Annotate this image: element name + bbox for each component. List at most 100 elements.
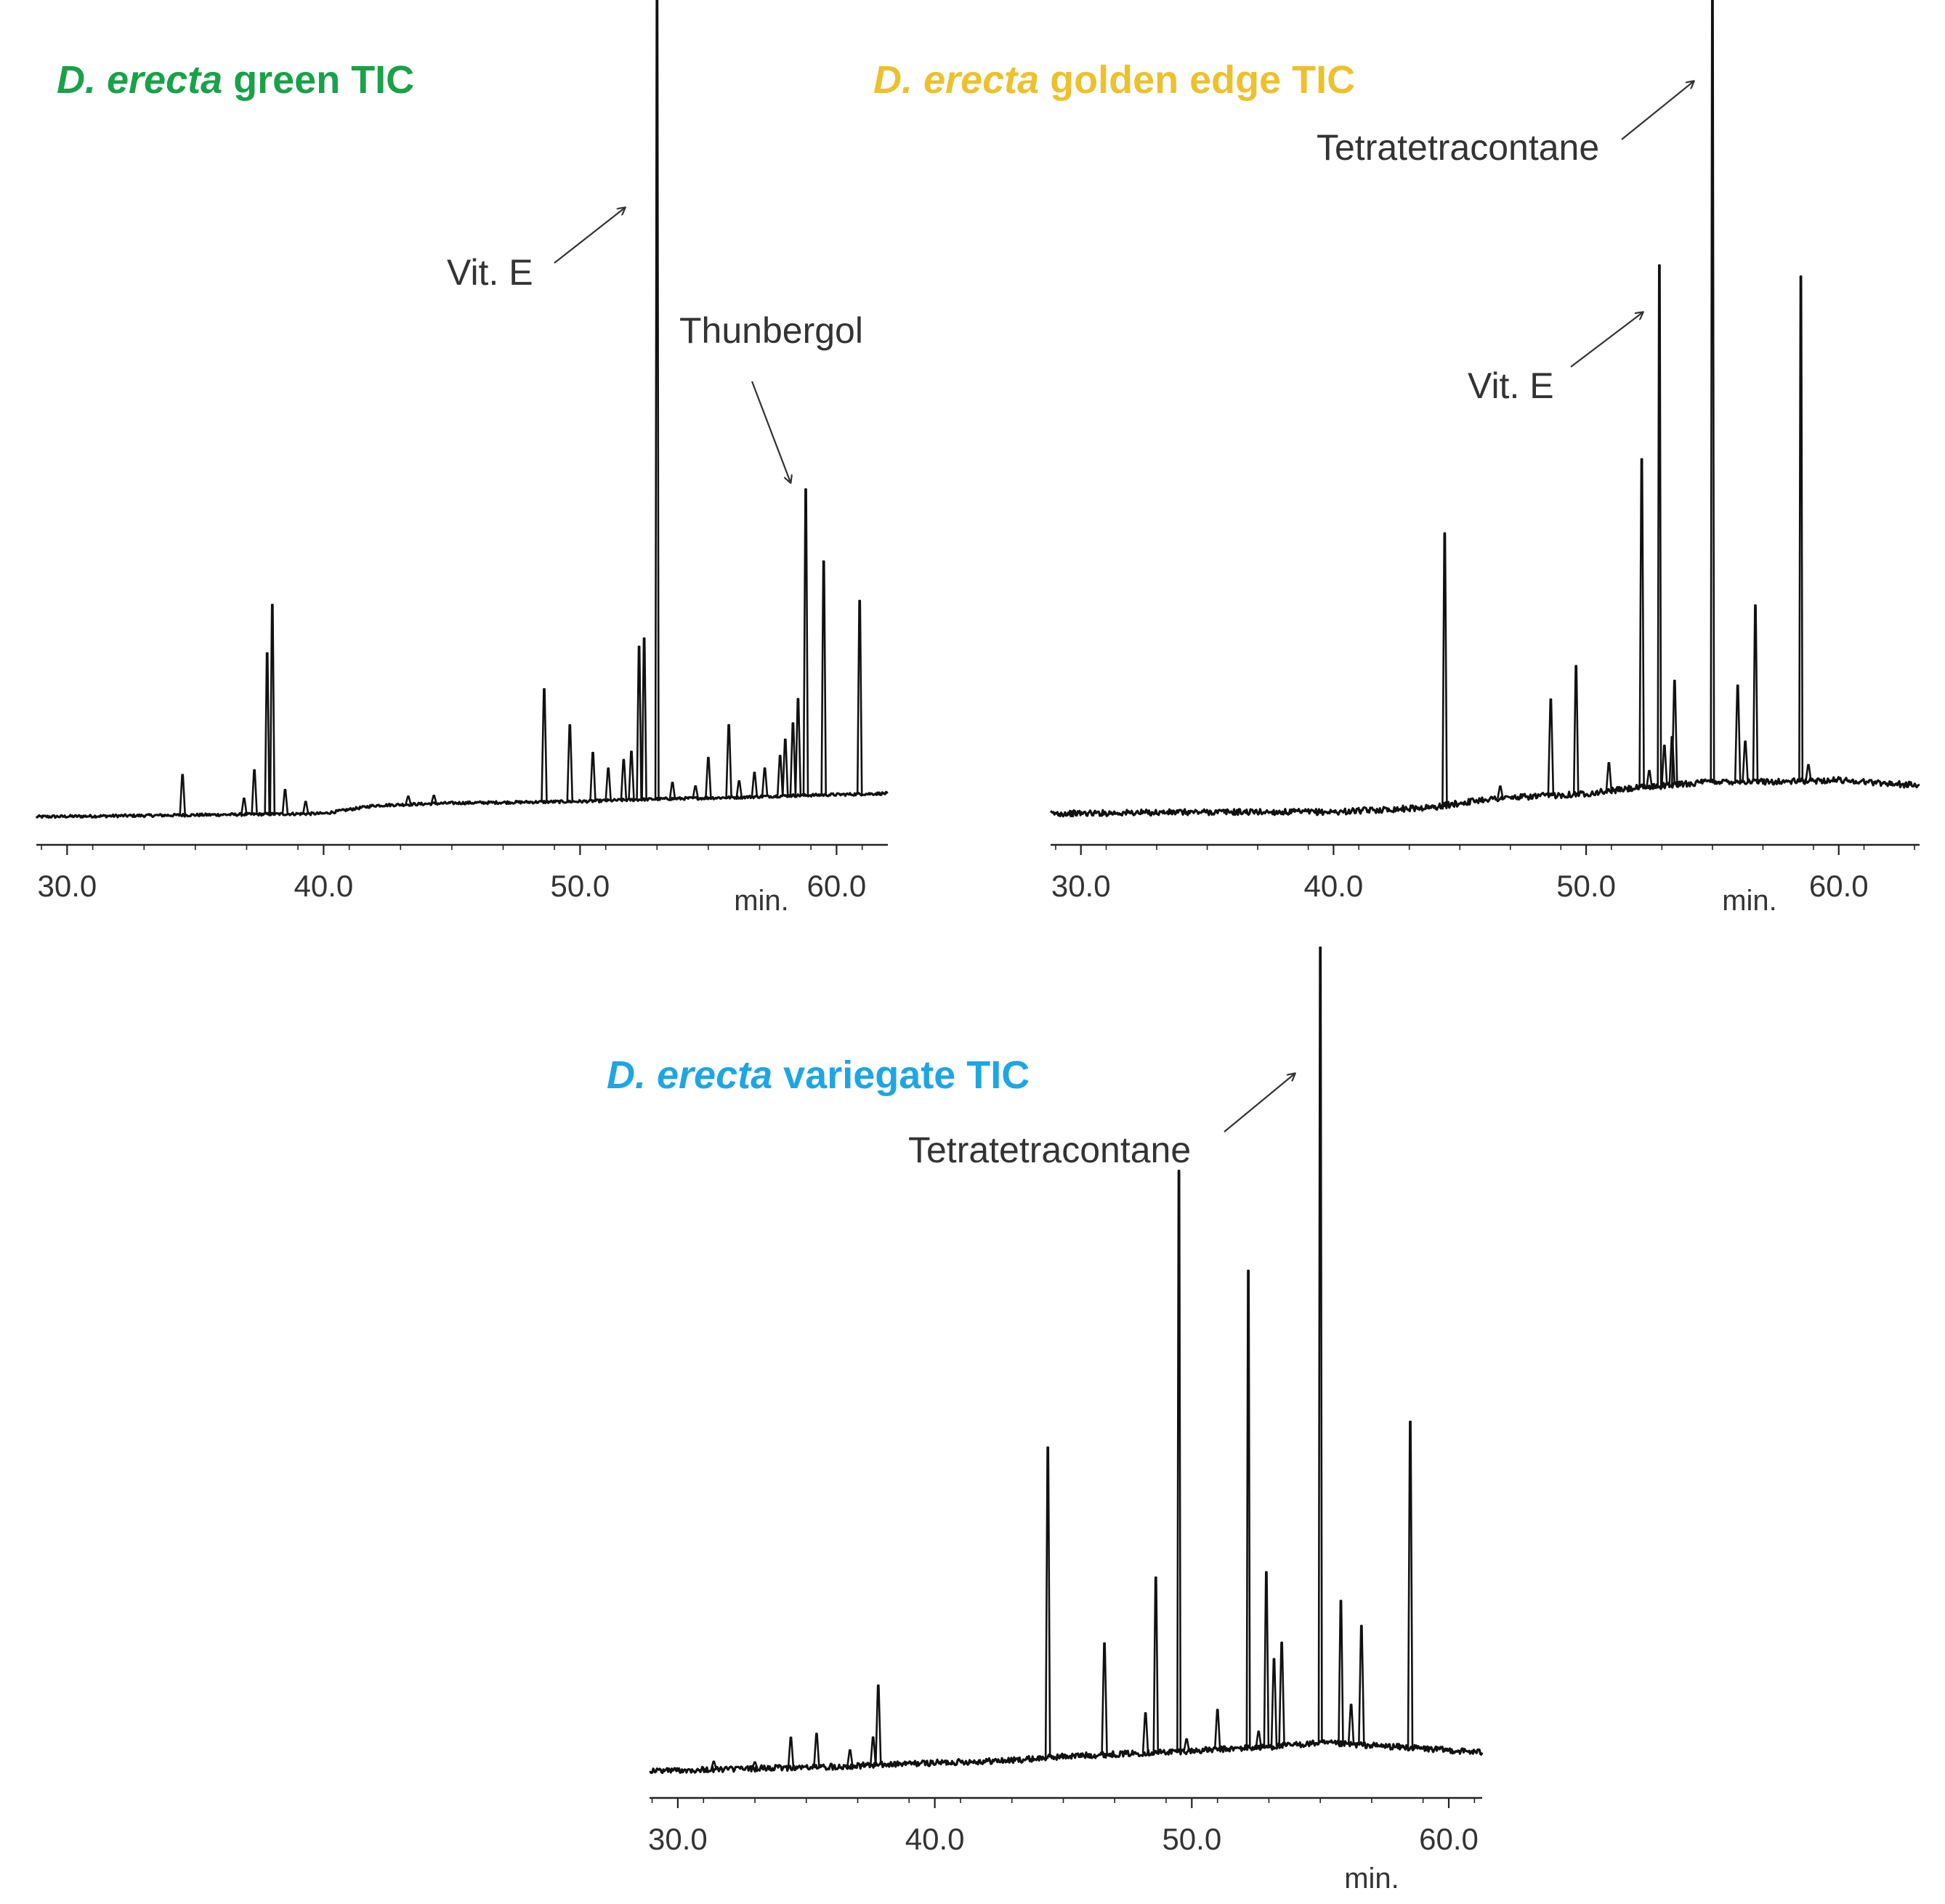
peak-mark [751,1761,759,1769]
x-tick-label: 50.0 [1556,869,1616,903]
peak-mark [1270,1658,1278,1747]
chart-panel-3: 30.0 40.0 50.0 60.0 min. D. erecta variegate … [607,946,1484,1895]
chart-title: D. erecta green TIC [57,58,414,102]
peak-mark [1183,1738,1190,1751]
chart-title: D. erecta golden edge TIC [873,58,1355,102]
peak-mark [1358,1624,1365,1746]
peak-mark [636,645,642,800]
peak-mark [405,795,412,805]
baseline-trace [35,790,889,819]
peak-mark [1742,740,1749,782]
x-tick-label: 50.0 [1162,1822,1221,1856]
peak-annotation-label: Tetratetracontane [1317,127,1599,168]
peak-mark [705,756,712,798]
chart-panel-2: 30.0 40.0 50.0 60.0 min. D. erecta golden edg… [873,0,1920,917]
peak-mark [302,801,310,814]
chart-title-species: D. erecta [607,1053,772,1097]
peak-mark [620,758,628,801]
peak-mark [869,1736,877,1765]
chart-title-species: D. erecta [57,58,222,102]
peak-mark [1213,1709,1221,1750]
annotation-arrow [1621,81,1694,140]
peak-mark [1044,1446,1051,1758]
peak-mark [1734,684,1742,782]
chart-title-species: D. erecta [873,58,1039,102]
peak-mark [1661,745,1668,786]
peak-mark [1441,532,1448,806]
x-tick-label: 40.0 [1304,869,1364,903]
chart-panel-1: 30.0 40.0 50.0 60.0 min. D. erecta green TIC V… [35,0,889,917]
peak-mark [1152,1576,1160,1753]
peak-annotation-label: Thunbergol [679,310,863,351]
peak-mark [846,1749,854,1767]
peak-mark [820,560,827,795]
x-tick-label: 40.0 [294,869,353,903]
peak-mark [813,1733,820,1767]
peak-mark [1805,763,1812,782]
peak-mark [761,767,769,797]
peak-mark [1657,264,1662,787]
peak-mark [668,782,676,799]
peak-mark [782,738,789,796]
peak-mark [1101,1642,1108,1755]
x-axis-label: min. [734,885,789,917]
peak-mark [1752,604,1759,782]
peak-mark [725,724,732,798]
chart-title-suffix: green TIC [222,58,414,102]
peak-annotation-label: Vit. E [1468,365,1554,406]
peak-mark [776,755,784,796]
x-tick-label: 40.0 [905,1822,965,1856]
chart-title-suffix: golden edge TIC [1039,58,1355,102]
x-tick-label: 50.0 [551,869,610,903]
peak-mark [1638,458,1645,788]
peak-mark [1605,762,1613,791]
annotation-arrow [751,381,790,482]
peak-mark [1547,698,1555,796]
peak-mark [1646,769,1653,787]
annotation-arrow [1570,312,1643,368]
x-tick-label: 30.0 [648,1822,708,1856]
annotation-arrow [554,208,625,264]
peak-mark [735,780,743,798]
baseline-trace [649,1738,1484,1775]
peak-mark [1278,1641,1285,1746]
peak-mark [628,750,635,801]
peak-mark [1263,1571,1270,1747]
peak-mark [269,604,276,814]
peak-mark [787,1736,795,1768]
peak-mark [281,788,289,814]
peak-mark [1497,785,1504,799]
peak-mark [604,767,612,801]
peak-mark [751,771,759,797]
peak-mark [802,488,809,795]
peak-mark [541,688,548,802]
peak-mark [1798,275,1804,782]
peak-mark [1245,1269,1251,1749]
peak-mark [1710,0,1715,782]
peak-mark [430,794,437,804]
chart-title-suffix: variegate TIC [772,1053,1030,1097]
peak-mark [1347,1704,1355,1745]
peak-mark [1176,1170,1182,1751]
peak-mark [251,769,258,815]
peak-mark [710,1760,718,1770]
peak-mark [264,652,270,814]
peak-mark [641,637,647,800]
peak-mark [1141,1711,1149,1753]
peak-mark [1338,1600,1344,1744]
x-tick-label: 60.0 [807,869,867,903]
chart-title: D. erecta variegate TIC [607,1053,1030,1097]
peak-mark [789,722,797,796]
x-tick-label: 30.0 [37,869,97,903]
peak-mark [1255,1730,1263,1748]
peak-mark [589,751,597,801]
peak-mark [692,785,699,799]
peak-mark [566,724,574,802]
peak-annotation-label: Vit. E [447,252,533,293]
peak-mark [1572,665,1580,795]
peak-mark [856,599,863,795]
peak-mark [875,1684,882,1765]
peak-mark [240,797,248,815]
x-tick-label: 60.0 [1419,1822,1479,1856]
